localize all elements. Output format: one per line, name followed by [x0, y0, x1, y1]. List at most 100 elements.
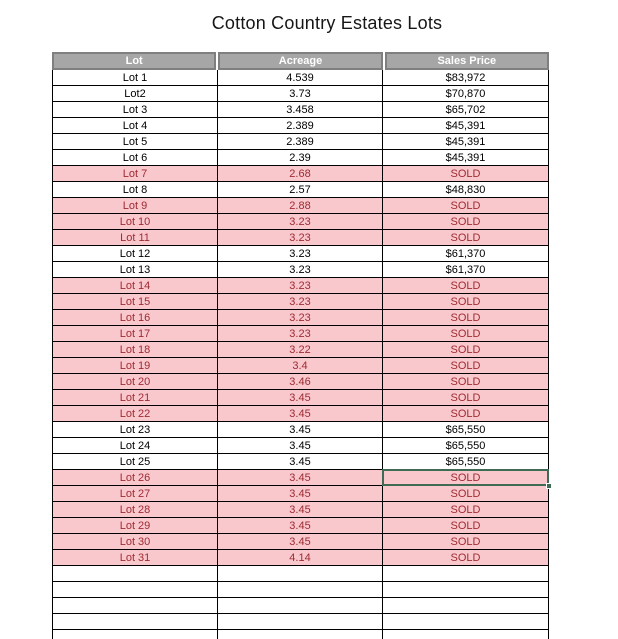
acreage-cell[interactable]: 4.14 — [218, 550, 383, 565]
sales-price-cell[interactable]: SOLD — [450, 407, 481, 420]
sales-price-cell[interactable]: $61,370 — [445, 247, 486, 260]
acreage-cell[interactable]: 3.45 — [218, 470, 383, 485]
lot-cell-empty[interactable] — [53, 598, 218, 613]
lot-cell[interactable]: Lot 28 — [53, 502, 218, 517]
acreage-cell[interactable]: 3.45 — [218, 454, 383, 469]
lot-cell[interactable]: Lot2 — [53, 86, 218, 101]
acreage-cell[interactable]: 3.45 — [218, 422, 383, 437]
sales-price-cell-empty[interactable] — [383, 598, 548, 613]
sales-price-cell[interactable]: $45,391 — [445, 119, 486, 132]
sales-price-cell[interactable]: SOLD — [450, 279, 481, 292]
lot-cell[interactable]: Lot 7 — [53, 166, 218, 181]
acreage-cell[interactable]: 2.389 — [218, 118, 383, 133]
acreage-cell-empty[interactable] — [218, 614, 383, 629]
acreage-cell[interactable]: 2.57 — [218, 182, 383, 197]
acreage-cell[interactable]: 3.22 — [218, 342, 383, 357]
acreage-cell[interactable]: 3.45 — [218, 534, 383, 549]
acreage-cell[interactable]: 3.46 — [218, 374, 383, 389]
acreage-cell[interactable]: 3.23 — [218, 326, 383, 341]
acreage-cell-empty[interactable] — [218, 598, 383, 613]
lot-cell-empty[interactable] — [53, 630, 218, 639]
lot-cell[interactable]: Lot 3 — [53, 102, 218, 117]
lot-cell[interactable]: Lot 6 — [53, 150, 218, 165]
sales-price-cell[interactable]: SOLD — [450, 215, 481, 228]
lot-cell[interactable]: Lot 1 — [53, 70, 218, 85]
sales-price-cell[interactable]: SOLD — [450, 311, 481, 324]
acreage-cell[interactable]: 3.23 — [218, 310, 383, 325]
sales-price-cell[interactable]: SOLD — [450, 519, 481, 532]
sales-price-cell[interactable]: SOLD — [450, 359, 481, 372]
lot-cell[interactable]: Lot 5 — [53, 134, 218, 149]
lot-cell[interactable]: Lot 10 — [53, 214, 218, 229]
acreage-cell-empty[interactable] — [218, 630, 383, 639]
acreage-cell[interactable]: 3.23 — [218, 278, 383, 293]
sales-price-cell-empty[interactable] — [383, 582, 548, 597]
lot-cell[interactable]: Lot 12 — [53, 246, 218, 261]
lot-cell[interactable]: Lot 15 — [53, 294, 218, 309]
lot-cell[interactable]: Lot 31 — [53, 550, 218, 565]
acreage-cell[interactable]: 3.23 — [218, 294, 383, 309]
column-header-acreage[interactable]: Acreage — [218, 52, 383, 70]
sales-price-cell-empty[interactable] — [383, 614, 548, 629]
sales-price-cell-empty[interactable] — [383, 566, 548, 581]
sales-price-cell[interactable]: SOLD — [450, 231, 481, 244]
acreage-cell[interactable]: 3.45 — [218, 502, 383, 517]
lot-cell[interactable]: Lot 19 — [53, 358, 218, 373]
lot-cell-empty[interactable] — [53, 566, 218, 581]
lot-cell[interactable]: Lot 22 — [53, 406, 218, 421]
lot-cell[interactable]: Lot 25 — [53, 454, 218, 469]
acreage-cell[interactable]: 3.73 — [218, 86, 383, 101]
sales-price-cell[interactable]: $83,972 — [445, 71, 486, 84]
lot-cell[interactable]: Lot 24 — [53, 438, 218, 453]
sales-price-cell[interactable]: $45,391 — [445, 151, 486, 164]
lot-cell[interactable]: Lot 20 — [53, 374, 218, 389]
acreage-cell[interactable]: 2.39 — [218, 150, 383, 165]
lot-cell[interactable]: Lot 17 — [53, 326, 218, 341]
sales-price-cell[interactable]: $61,370 — [445, 263, 486, 276]
acreage-cell[interactable]: 4.539 — [218, 70, 383, 85]
lot-cell[interactable]: Lot 9 — [53, 198, 218, 213]
acreage-cell[interactable]: 3.458 — [218, 102, 383, 117]
acreage-cell[interactable]: 2.389 — [218, 134, 383, 149]
column-header-sales-price[interactable]: Sales Price — [384, 52, 549, 70]
lot-cell[interactable]: Lot 30 — [53, 534, 218, 549]
sales-price-cell[interactable]: SOLD — [450, 391, 481, 404]
sales-price-cell[interactable]: $65,550 — [445, 423, 486, 436]
lot-cell-empty[interactable] — [53, 582, 218, 597]
sales-price-cell[interactable]: $70,870 — [445, 87, 486, 100]
lot-cell[interactable]: Lot 11 — [53, 230, 218, 245]
sales-price-cell[interactable]: $65,550 — [445, 439, 486, 452]
acreage-cell[interactable]: 3.45 — [218, 486, 383, 501]
lot-cell[interactable]: Lot 8 — [53, 182, 218, 197]
column-header-lot[interactable]: Lot — [52, 52, 217, 70]
acreage-cell[interactable]: 3.23 — [218, 214, 383, 229]
lot-cell-empty[interactable] — [53, 614, 218, 629]
lot-cell[interactable]: Lot 4 — [53, 118, 218, 133]
sales-price-cell[interactable]: $65,550 — [445, 455, 486, 468]
lot-cell[interactable]: Lot 16 — [53, 310, 218, 325]
acreage-cell[interactable]: 3.45 — [218, 406, 383, 421]
sales-price-cell[interactable]: $45,391 — [445, 135, 486, 148]
sales-price-cell[interactable]: SOLD — [450, 199, 481, 212]
lot-cell[interactable]: Lot 21 — [53, 390, 218, 405]
sales-price-cell[interactable]: SOLD — [450, 327, 481, 340]
sales-price-cell[interactable]: $65,702 — [445, 103, 486, 116]
sales-price-cell[interactable]: SOLD — [450, 487, 481, 500]
acreage-cell[interactable]: 2.88 — [218, 198, 383, 213]
acreage-cell[interactable]: 3.23 — [218, 262, 383, 277]
lot-cell[interactable]: Lot 13 — [53, 262, 218, 277]
lot-cell[interactable]: Lot 27 — [53, 486, 218, 501]
acreage-cell-empty[interactable] — [218, 582, 383, 597]
selected-cell[interactable]: SOLD — [382, 469, 552, 489]
acreage-cell[interactable]: 3.23 — [218, 246, 383, 261]
sales-price-cell[interactable]: SOLD — [450, 343, 481, 356]
acreage-cell[interactable]: 2.68 — [218, 166, 383, 181]
sales-price-cell[interactable]: SOLD — [450, 503, 481, 516]
acreage-cell[interactable]: 3.45 — [218, 438, 383, 453]
sales-price-cell-empty[interactable] — [383, 630, 548, 639]
fill-handle[interactable] — [546, 483, 552, 489]
acreage-cell[interactable]: 3.45 — [218, 518, 383, 533]
acreage-cell[interactable]: 3.4 — [218, 358, 383, 373]
sales-price-cell[interactable]: SOLD — [450, 295, 481, 308]
sales-price-cell[interactable]: $48,830 — [445, 183, 486, 196]
